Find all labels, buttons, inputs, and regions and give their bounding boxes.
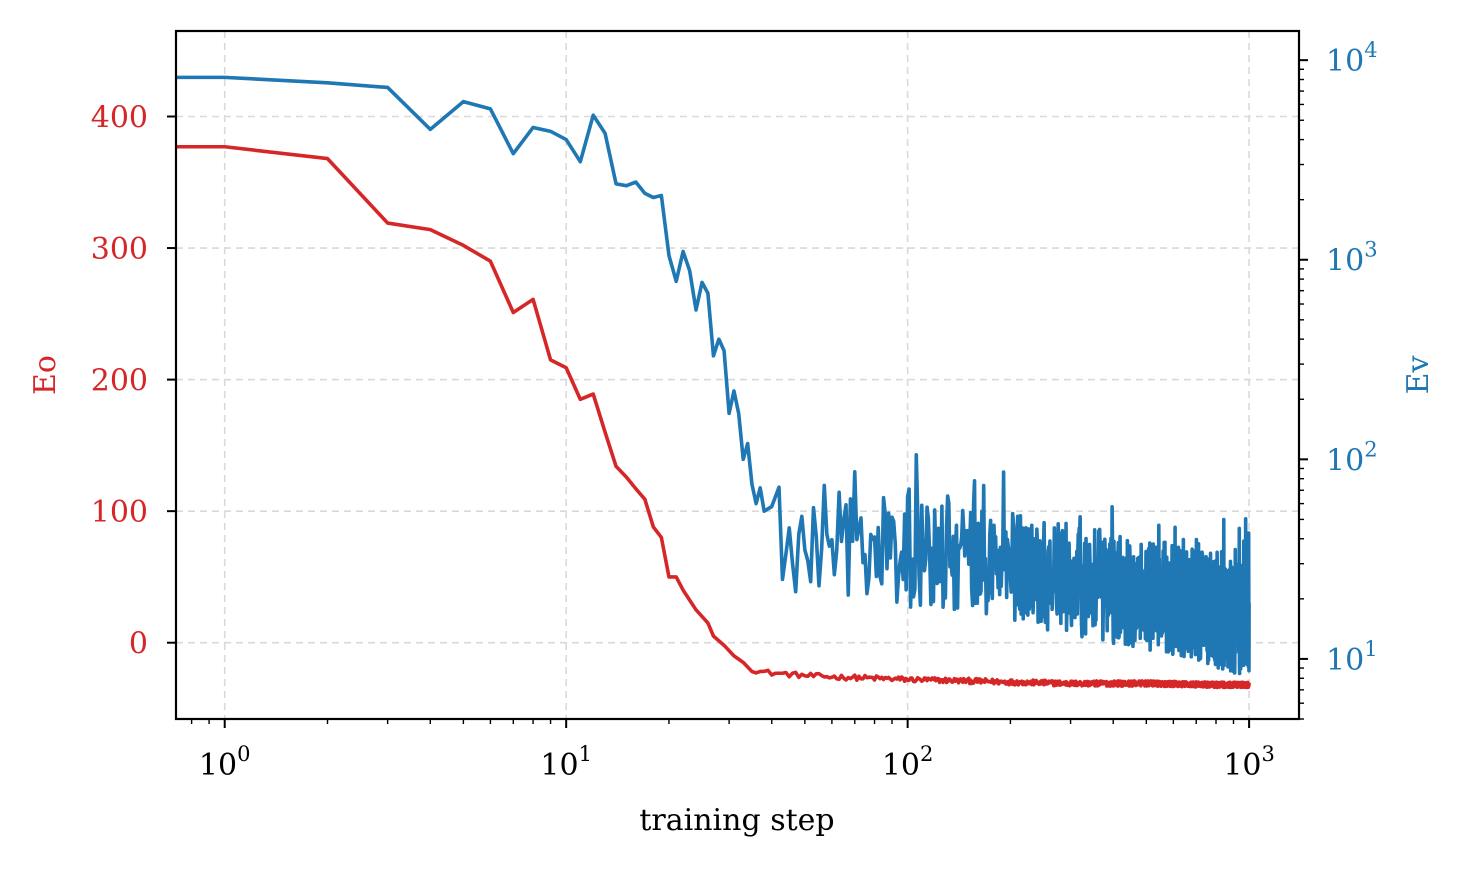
left-y-tick-label: 400 xyxy=(91,101,148,136)
left-y-tick-label: 200 xyxy=(91,364,148,399)
series-line-eo xyxy=(176,144,1251,690)
left-y-tick-label: 300 xyxy=(91,232,148,267)
plot-frame xyxy=(174,29,1301,721)
left-y-axis-label: Eo xyxy=(28,355,63,395)
left-y-tick-label: 0 xyxy=(129,627,148,662)
axis-ticks: 100 101 102 103 0 100 200 300 400 101 102 103 104 xyxy=(91,38,1378,783)
x-tick-label: 103 xyxy=(1223,742,1275,783)
x-axis-label: training step xyxy=(639,803,834,838)
series-line-ev xyxy=(176,75,1251,676)
right-y-tick-label: 104 xyxy=(1326,38,1378,79)
right-y-axis-label: Ev xyxy=(1401,356,1436,395)
right-y-tick-label: 101 xyxy=(1326,637,1378,678)
x-tick-label: 102 xyxy=(882,742,934,783)
data-series xyxy=(176,75,1251,690)
left-y-tick-label: 100 xyxy=(91,495,148,530)
right-y-tick-label: 102 xyxy=(1326,437,1378,478)
x-tick-label: 101 xyxy=(540,742,592,783)
right-y-tick-label: 103 xyxy=(1326,238,1378,279)
x-tick-label: 100 xyxy=(199,742,251,783)
